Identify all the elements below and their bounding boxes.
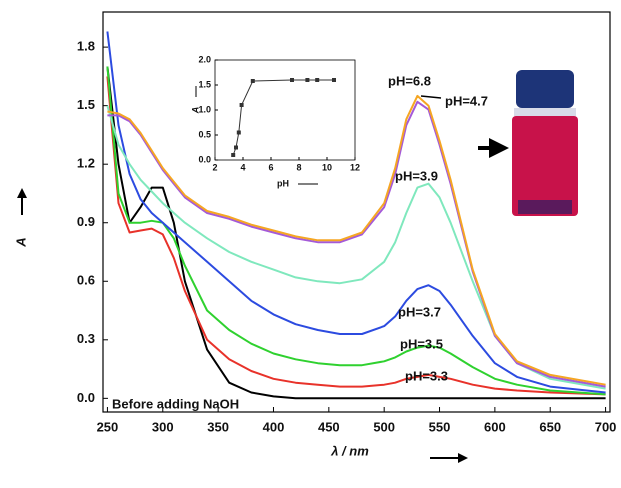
plot-frame	[102, 11, 611, 413]
x-tick-label: 250	[97, 419, 119, 434]
y-tick-label: 0.0	[198, 154, 211, 164]
y-tick-label: 0.9	[77, 214, 95, 229]
spectrum-line	[106, 31, 606, 394]
y-tick-label: 0.6	[77, 273, 95, 288]
x-tick-label: 4	[240, 162, 245, 172]
vial-neck	[514, 108, 576, 116]
spectrum-line	[106, 66, 606, 400]
y-tick-label: 0.3	[77, 331, 95, 346]
y-axis-label: A	[13, 237, 28, 247]
y-tick-label: 1.0	[198, 104, 211, 114]
inset-y-label: A	[190, 107, 200, 115]
series-label: pH=4.7	[445, 93, 488, 108]
x-tick-label: 6	[268, 162, 273, 172]
spectrum-line	[107, 94, 606, 386]
point	[231, 153, 236, 157]
point	[234, 145, 238, 150]
label-pointer	[420, 95, 442, 99]
x-tick-label: 2	[212, 162, 217, 172]
y-tick-label: 0.0	[77, 390, 95, 405]
vial-body	[512, 116, 578, 216]
point	[239, 103, 244, 107]
spectrum-line	[106, 105, 606, 390]
series-label: pH=3.7	[398, 304, 441, 319]
x-tick-label: 650	[539, 419, 561, 434]
point	[332, 78, 336, 82]
y-tick-label: 0.5	[198, 129, 211, 139]
x-tick-label: 600	[484, 419, 506, 434]
vial-bottom	[518, 200, 572, 214]
point	[236, 130, 241, 135]
x-tick-label: 10	[322, 162, 332, 172]
x-tick-label: 350	[207, 419, 229, 434]
series-label: pH=3.9	[395, 168, 438, 183]
x-tick-label: 500	[373, 419, 395, 434]
y-tick-label: 1.8	[77, 39, 95, 54]
series-label: pH=6.8	[388, 73, 431, 88]
x-tick-label: 700	[595, 419, 617, 434]
x-tick-label: 12	[350, 162, 360, 172]
x-axis-label: λ / nm	[330, 443, 369, 458]
vial-cap	[516, 70, 574, 108]
x-tick-label: 400	[263, 419, 285, 434]
y-tick-label: 1.5	[198, 79, 211, 89]
y-tick-label: 2.0	[198, 54, 211, 64]
point	[305, 78, 310, 82]
x-tick-label: 450	[318, 419, 340, 434]
inset-frame	[214, 59, 356, 161]
x-tick-label: 300	[152, 419, 174, 434]
vial	[512, 70, 578, 216]
series-label: pH=3.5	[400, 336, 443, 351]
y-tick-label: 1.5	[77, 97, 95, 112]
point	[315, 78, 320, 82]
y-tick-label: 1.2	[77, 156, 95, 171]
x-tick-label: 550	[429, 419, 451, 434]
spectrum-line	[106, 66, 606, 396]
series-label: pH=3.3	[405, 368, 448, 383]
point	[290, 78, 294, 82]
spectrum-line	[106, 76, 606, 396]
inset-x-label: pH	[277, 178, 289, 188]
x-tick-label: 8	[296, 162, 301, 172]
point	[250, 79, 255, 83]
series-label: Before adding NaOH	[112, 396, 239, 411]
